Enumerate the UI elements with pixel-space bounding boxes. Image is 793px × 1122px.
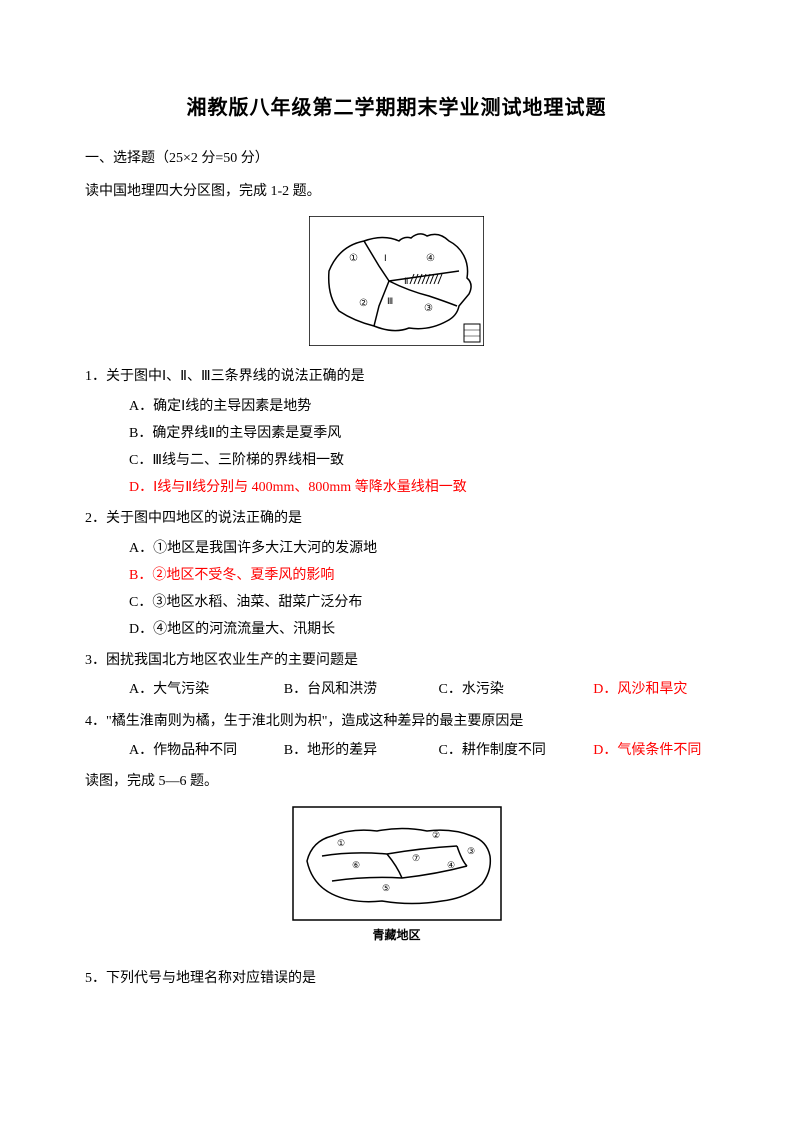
question-2: 2．关于图中四地区的说法正确的是 A．①地区是我国许多大江大河的发源地 B．②地… [85,506,708,642]
q2-option-d: D．④地区的河流流量大、汛期长 [129,617,708,642]
q1-stem: 1．关于图中Ⅰ、Ⅱ、Ⅲ三条界线的说法正确的是 [85,364,708,389]
china-map-svg: ① ④ ② ③ Ⅰ Ⅱ Ⅲ [309,216,484,346]
svg-text:④: ④ [447,860,455,870]
q2-options: A．①地区是我国许多大江大河的发源地 B．②地区不受冬、夏季风的影响 C．③地区… [85,536,708,643]
svg-text:③: ③ [467,846,475,856]
q5-stem: 5．下列代号与地理名称对应错误的是 [85,966,708,991]
question-1: 1．关于图中Ⅰ、Ⅱ、Ⅲ三条界线的说法正确的是 A．确定Ⅰ线的主导因素是地势 B．… [85,364,708,500]
q4-options: A．作物品种不同 B．地形的差异 C．耕作制度不同 D．气候条件不同 [85,738,708,763]
q1-option-d: D．Ⅰ线与Ⅱ线分别与 400mm、800mm 等降水量线相一致 [129,475,708,500]
figure-2-caption: 青藏地区 [292,925,502,947]
svg-text:③: ③ [424,303,433,314]
q3-option-c: C．水污染 [439,677,554,702]
svg-text:⑤: ⑤ [382,883,390,893]
svg-text:Ⅱ: Ⅱ [404,276,408,286]
svg-text:⑥: ⑥ [352,860,360,870]
q4-option-a: A．作物品种不同 [129,738,244,763]
q3-options: A．大气污染 B．台风和洪涝 C．水污染 D．风沙和旱灾 [85,677,708,702]
question-3: 3．困扰我国北方地区农业生产的主要问题是 A．大气污染 B．台风和洪涝 C．水污… [85,648,708,702]
section-header: 一、选择题（25×2 分=50 分） [85,146,708,171]
q4-stem: 4．"橘生淮南则为橘，生于淮北则为枳"，造成这种差异的最主要原因是 [85,709,708,734]
q2-stem: 2．关于图中四地区的说法正确的是 [85,506,708,531]
q2-option-b: B．②地区不受冬、夏季风的影响 [129,563,708,588]
svg-text:①: ① [349,253,358,264]
q3-option-d: D．风沙和旱灾 [593,677,708,702]
tibet-map-svg: ① ② ③ ④ ⑤ ⑥ ⑦ [292,806,502,921]
svg-text:Ⅰ: Ⅰ [384,253,387,263]
svg-text:②: ② [432,830,440,840]
question-5: 5．下列代号与地理名称对应错误的是 [85,966,708,991]
figure-2-qinghai-tibet: ① ② ③ ④ ⑤ ⑥ ⑦ 青藏地区 [85,806,708,948]
instruction-1: 读中国地理四大分区图，完成 1-2 题。 [85,179,708,204]
q1-option-b: B．确定界线Ⅱ的主导因素是夏季风 [129,421,708,446]
svg-text:②: ② [359,298,368,309]
svg-text:⑦: ⑦ [412,853,420,863]
svg-text:Ⅲ: Ⅲ [387,296,393,306]
q1-options: A．确定Ⅰ线的主导因素是地势 B．确定界线Ⅱ的主导因素是夏季风 C．Ⅲ线与二、三… [85,394,708,501]
q4-option-b: B．地形的差异 [284,738,399,763]
q3-stem: 3．困扰我国北方地区农业生产的主要问题是 [85,648,708,673]
q3-option-a: A．大气污染 [129,677,244,702]
instruction-2: 读图，完成 5—6 题。 [85,769,708,794]
svg-text:①: ① [337,838,345,848]
figure-1-china-regions: ① ④ ② ③ Ⅰ Ⅱ Ⅲ [85,216,708,346]
q2-option-a: A．①地区是我国许多大江大河的发源地 [129,536,708,561]
q2-option-c: C．③地区水稻、油菜、甜菜广泛分布 [129,590,708,615]
q1-option-c: C．Ⅲ线与二、三阶梯的界线相一致 [129,448,708,473]
page-title: 湘教版八年级第二学期期末学业测试地理试题 [85,90,708,126]
q1-option-a: A．确定Ⅰ线的主导因素是地势 [129,394,708,419]
question-4: 4．"橘生淮南则为橘，生于淮北则为枳"，造成这种差异的最主要原因是 A．作物品种… [85,709,708,763]
svg-text:④: ④ [426,253,435,264]
q4-option-c: C．耕作制度不同 [439,738,554,763]
q4-option-d: D．气候条件不同 [593,738,708,763]
q3-option-b: B．台风和洪涝 [284,677,399,702]
